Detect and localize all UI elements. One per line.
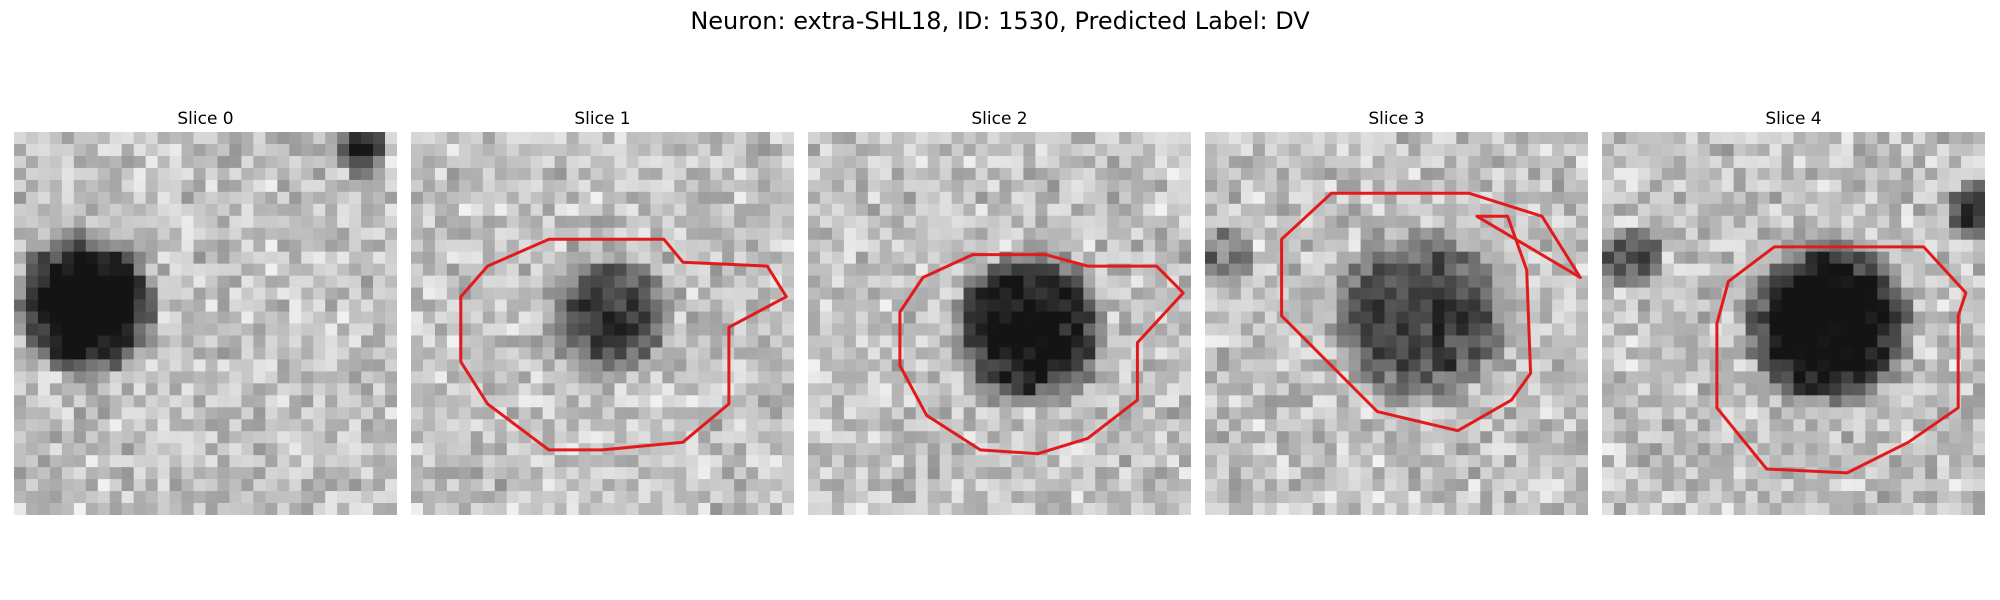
slice-title: Slice 2 <box>971 109 1028 129</box>
grayscale-texture <box>14 132 397 515</box>
slice-image-2 <box>808 132 1191 515</box>
roi-outline <box>898 253 1185 456</box>
slice-image-0 <box>14 132 397 515</box>
slice-image-4 <box>1602 132 1985 515</box>
slice-title: Slice 3 <box>1368 109 1425 129</box>
slice-panel-0: Slice 0 <box>14 108 397 515</box>
slice-panel-4: Slice 4 <box>1602 108 1985 515</box>
slice-panel-3: Slice 3 <box>1205 108 1588 515</box>
roi-outline <box>1280 191 1582 433</box>
slice-image-3 <box>1205 132 1588 515</box>
grayscale-texture <box>1602 132 1985 515</box>
grayscale-texture <box>1205 132 1588 515</box>
figure-title: Neuron: extra-SHL18, ID: 1530, Predicted… <box>690 7 1310 35</box>
roi-outline <box>1715 245 1968 475</box>
slice-panel-1: Slice 1 <box>411 108 794 515</box>
slice-title: Slice 0 <box>177 109 234 129</box>
slice-panel-2: Slice 2 <box>808 108 1191 515</box>
slice-image-1 <box>411 132 794 515</box>
slice-title: Slice 1 <box>574 109 631 129</box>
roi-outline <box>459 237 788 452</box>
grayscale-texture <box>808 132 1191 515</box>
grayscale-texture <box>411 132 794 515</box>
slice-title: Slice 4 <box>1765 109 1822 129</box>
